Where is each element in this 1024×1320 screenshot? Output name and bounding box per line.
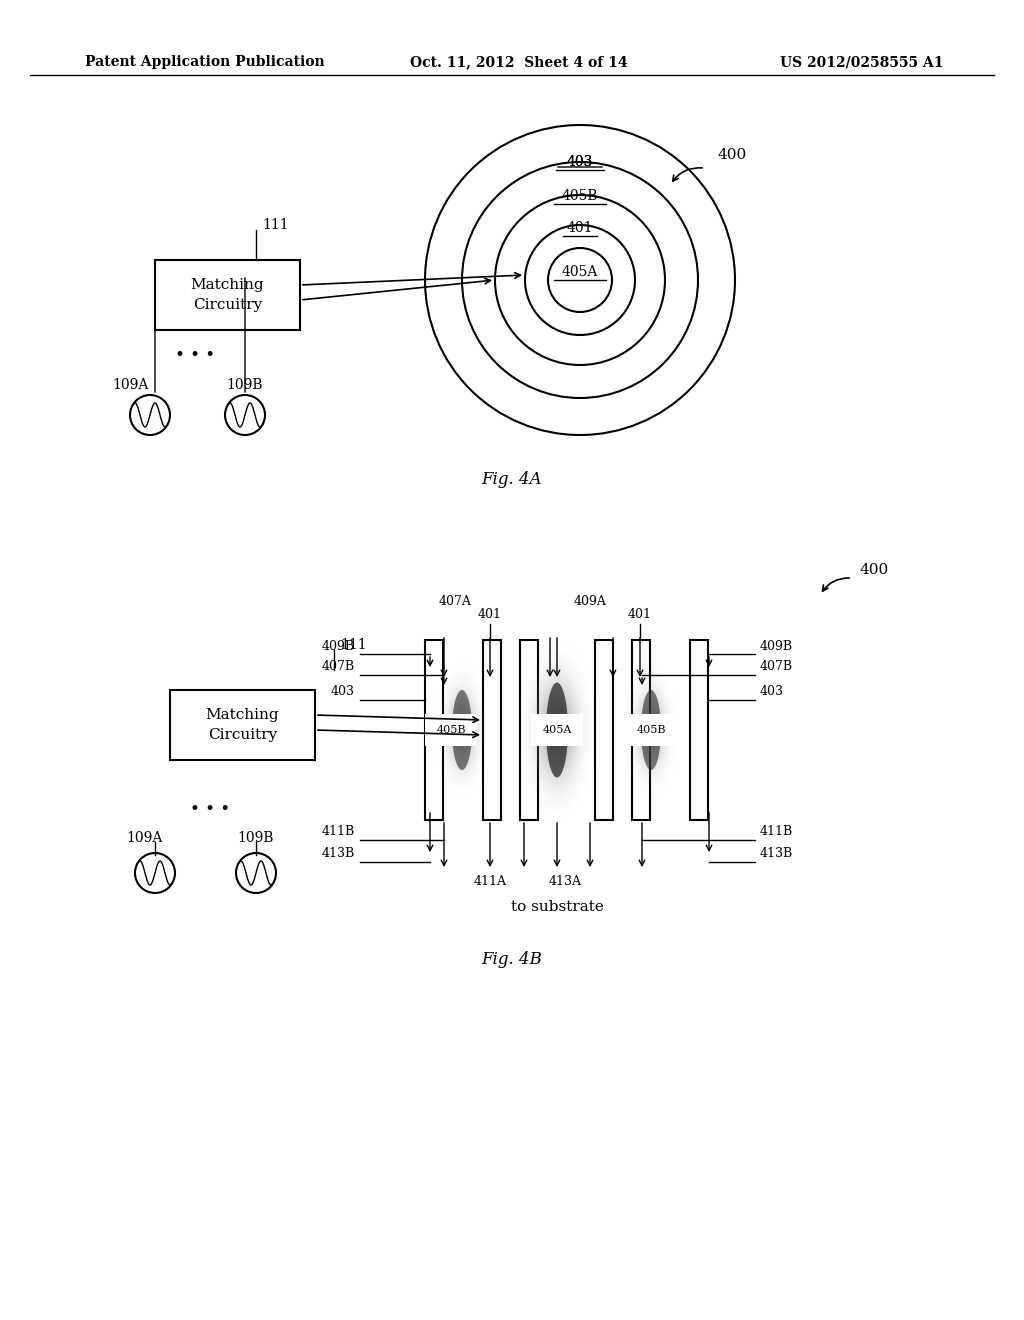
Ellipse shape [549,710,565,750]
FancyBboxPatch shape [155,260,300,330]
Text: Matching
Circuitry: Matching Circuitry [206,709,280,742]
Ellipse shape [646,717,656,743]
Bar [425,640,443,820]
Text: • • •: • • • [189,801,230,818]
Text: US 2012/0258555 A1: US 2012/0258555 A1 [780,55,943,69]
Ellipse shape [551,715,563,744]
Ellipse shape [647,721,654,739]
Ellipse shape [641,690,662,770]
Text: 403: 403 [567,154,593,169]
Text: 407B: 407B [760,660,794,673]
Ellipse shape [547,705,567,755]
Ellipse shape [452,704,472,756]
Text: 413A: 413A [549,875,582,888]
Ellipse shape [543,696,571,766]
Text: 109A: 109A [127,832,163,845]
Ellipse shape [450,698,474,762]
FancyBboxPatch shape [170,690,315,760]
Ellipse shape [538,685,575,775]
Ellipse shape [649,726,652,734]
Text: 111: 111 [340,638,367,652]
Text: 401: 401 [566,220,593,235]
Ellipse shape [637,694,665,766]
Text: 401: 401 [628,609,652,620]
Text: 409A: 409A [573,595,606,609]
Text: 400: 400 [860,564,889,577]
Ellipse shape [460,726,464,734]
Ellipse shape [639,698,664,762]
Text: 405B: 405B [436,725,466,735]
Text: 405B: 405B [636,725,666,735]
Bar [520,640,538,820]
Ellipse shape [455,711,469,748]
Bar [632,640,650,820]
Ellipse shape [553,719,561,741]
Text: 403: 403 [760,685,784,698]
Text: 109B: 109B [238,832,274,845]
Text: 407A: 407A [438,595,471,609]
Text: Fig. 4B: Fig. 4B [481,952,543,969]
Text: 413B: 413B [322,847,355,861]
Text: 405B: 405B [562,189,598,203]
Text: 413B: 413B [760,847,794,861]
Ellipse shape [459,721,466,739]
Text: 411A: 411A [473,875,507,888]
Text: 400: 400 [718,148,748,162]
Text: 405A: 405A [562,265,598,279]
Ellipse shape [555,725,559,735]
Text: 401: 401 [478,609,502,620]
Text: Matching
Circuitry: Matching Circuitry [190,279,264,312]
Ellipse shape [541,690,573,770]
Text: 109B: 109B [226,378,263,392]
Ellipse shape [449,694,476,766]
Ellipse shape [640,704,662,756]
Text: 411B: 411B [760,825,794,838]
Text: 403: 403 [331,685,355,698]
Ellipse shape [635,689,667,771]
Text: Fig. 4A: Fig. 4A [481,471,543,488]
Text: 407B: 407B [322,660,355,673]
Text: 109A: 109A [112,378,148,392]
Ellipse shape [446,689,478,771]
Text: 111: 111 [262,218,289,232]
Ellipse shape [642,708,659,752]
Bar [483,640,501,820]
Ellipse shape [454,708,471,752]
Text: 405A: 405A [543,725,571,735]
Ellipse shape [534,675,581,785]
Bar [595,640,613,820]
Ellipse shape [546,682,568,777]
Text: 411B: 411B [322,825,355,838]
Text: Patent Application Publication: Patent Application Publication [85,55,325,69]
Bar [690,640,708,820]
Text: 409B: 409B [760,640,794,653]
Text: to substrate: to substrate [511,900,603,913]
Ellipse shape [536,680,578,780]
Ellipse shape [452,690,472,770]
Text: Oct. 11, 2012  Sheet 4 of 14: Oct. 11, 2012 Sheet 4 of 14 [410,55,628,69]
Ellipse shape [545,700,569,760]
Text: • • •: • • • [175,346,215,363]
Text: 403: 403 [567,154,593,169]
Ellipse shape [644,711,658,748]
Ellipse shape [457,717,467,743]
Text: 409B: 409B [322,640,355,653]
